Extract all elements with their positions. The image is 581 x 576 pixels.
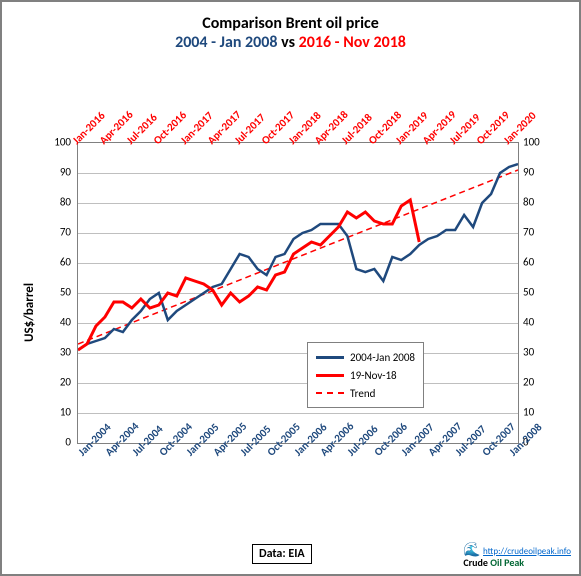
y-tick-left: 70 — [49, 226, 71, 239]
series-blue-line — [78, 164, 518, 350]
title-range-blue: 2004 - Jan 2008 — [175, 33, 277, 52]
legend: 2004-Jan 2008 19-Nov-18 Trend — [307, 342, 424, 408]
legend-item-trend: Trend — [316, 384, 415, 402]
y-tick-left: 40 — [49, 316, 71, 329]
x-tick-bottom: Jul-2004 — [129, 448, 140, 459]
data-source: Data: EIA — [252, 544, 312, 564]
title-line2: 2004 - Jan 2008 vs 2016 - Nov 2018 — [2, 33, 579, 52]
y-tick-right: 20 — [523, 376, 534, 389]
y-tick-right: 50 — [523, 286, 534, 299]
x-tick-bottom: Jan-2004 — [76, 448, 87, 459]
x-tick-bottom: Jan-2006 — [291, 448, 302, 459]
y-tick-left: 80 — [49, 196, 71, 209]
y-tick-left: 10 — [49, 406, 71, 419]
x-tick-bottom: Apr-2004 — [103, 448, 114, 459]
legend-swatch-trend — [316, 392, 344, 394]
y-tick-left: 20 — [49, 376, 71, 389]
y-tick-right: 70 — [523, 226, 534, 239]
y-tick-left: 90 — [49, 166, 71, 179]
x-tick-bottom: Apr-2007 — [426, 448, 437, 459]
y-tick-right: 30 — [523, 346, 534, 359]
y-tick-left: 100 — [49, 136, 71, 149]
trend-line — [78, 170, 518, 344]
x-tick-bottom: Jan-2005 — [183, 448, 194, 459]
legend-item-blue: 2004-Jan 2008 — [316, 348, 415, 366]
plot-area — [77, 142, 519, 444]
logo-url: http://crudeoilpeak.info — [483, 546, 571, 557]
x-tick-bottom: Jul-2005 — [237, 448, 248, 459]
x-tick-bottom: Jul-2007 — [453, 448, 464, 459]
legend-swatch-red — [316, 374, 344, 377]
y-tick-right: 90 — [523, 166, 534, 179]
y-tick-left: 0 — [49, 436, 71, 449]
legend-label-red: 19-Nov-18 — [350, 369, 397, 382]
x-tick-bottom: Oct-2005 — [264, 448, 275, 459]
y-tick-right: 100 — [523, 136, 540, 149]
chart-title: Comparison Brent oil price 2004 - Jan 20… — [2, 14, 579, 52]
x-tick-bottom: Oct-2006 — [372, 448, 383, 459]
y-tick-left: 30 — [49, 346, 71, 359]
x-tick-bottom: Jan-2007 — [399, 448, 410, 459]
legend-item-red: 19-Nov-18 — [316, 366, 415, 384]
legend-swatch-blue — [316, 356, 344, 359]
y-tick-left: 60 — [49, 256, 71, 269]
logo-name1: Crude — [463, 556, 488, 569]
x-tick-bottom: Apr-2005 — [210, 448, 221, 459]
chart-lines — [78, 143, 518, 443]
title-range-red: 2016 - Nov 2018 — [299, 33, 406, 52]
legend-label-blue: 2004-Jan 2008 — [350, 351, 415, 364]
logo-name2: Oil Peak — [490, 556, 524, 569]
title-line1: Comparison Brent oil price — [2, 14, 579, 33]
x-tick-bottom: Jan-2008 — [507, 448, 518, 459]
legend-label-trend: Trend — [350, 387, 375, 400]
y-tick-right: 60 — [523, 256, 534, 269]
x-tick-bottom: Jul-2006 — [345, 448, 356, 459]
y-tick-right: 40 — [523, 316, 534, 329]
y-tick-right: 80 — [523, 196, 534, 209]
x-tick-bottom: Oct-2007 — [480, 448, 491, 459]
site-logo: 🌊 http://crudeoilpeak.info Crude Oil Pea… — [463, 542, 571, 568]
x-tick-bottom: Apr-2006 — [318, 448, 329, 459]
series-red-line — [78, 200, 419, 350]
y-axis-label: US$/barrel — [22, 283, 37, 342]
x-tick-bottom: Oct-2004 — [156, 448, 167, 459]
title-vs: vs — [277, 33, 298, 52]
y-tick-left: 50 — [49, 286, 71, 299]
y-tick-right: 10 — [523, 406, 534, 419]
